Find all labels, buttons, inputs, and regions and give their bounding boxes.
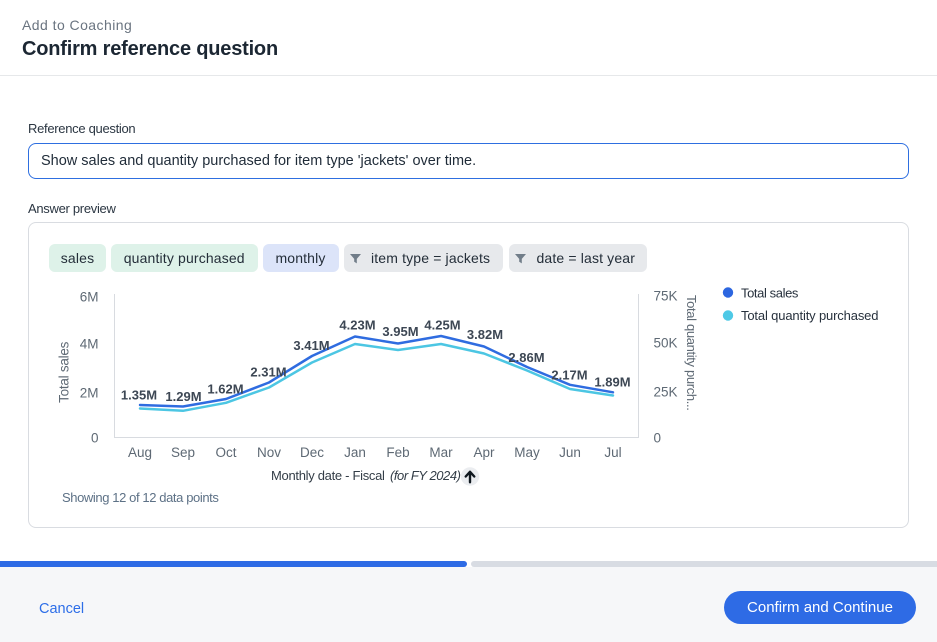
svg-text:1.35M: 1.35M — [121, 388, 157, 403]
svg-text:Sep: Sep — [171, 445, 195, 460]
svg-text:Jan: Jan — [344, 445, 366, 460]
svg-text:6M: 6M — [80, 290, 99, 305]
svg-text:25K: 25K — [654, 384, 678, 399]
svg-text:2.17M: 2.17M — [551, 368, 587, 383]
svg-text:4.23M: 4.23M — [339, 318, 375, 333]
svg-text:May: May — [514, 445, 540, 460]
svg-text:2M: 2M — [80, 385, 99, 400]
svg-text:1.62M: 1.62M — [207, 382, 243, 397]
svg-text:Total quantity purchased: Total quantity purchased — [741, 308, 878, 323]
svg-text:Showing 12 of 12 data points: Showing 12 of 12 data points — [62, 490, 219, 505]
svg-text:3.95M: 3.95M — [382, 324, 418, 339]
svg-text:50K: 50K — [654, 336, 678, 351]
svg-text:(for FY 2024): (for FY 2024) — [390, 468, 461, 483]
svg-text:Aug: Aug — [128, 445, 152, 460]
svg-text:3.41M: 3.41M — [293, 338, 329, 353]
svg-text:Monthly date - Fiscal: Monthly date - Fiscal — [271, 468, 385, 483]
svg-text:3.82M: 3.82M — [467, 327, 503, 342]
svg-text:Mar: Mar — [429, 445, 453, 460]
svg-text:75K: 75K — [654, 289, 678, 304]
svg-text:4.25M: 4.25M — [424, 318, 460, 333]
svg-text:2.86M: 2.86M — [508, 350, 544, 365]
svg-text:Apr: Apr — [473, 445, 495, 460]
svg-text:Jul: Jul — [604, 445, 621, 460]
svg-text:Total sales: Total sales — [741, 286, 799, 301]
svg-text:Dec: Dec — [300, 445, 324, 460]
svg-text:Jun: Jun — [559, 445, 581, 460]
svg-text:4M: 4M — [80, 336, 99, 351]
svg-text:2.31M: 2.31M — [250, 365, 286, 380]
svg-text:0: 0 — [91, 430, 99, 445]
svg-text:0: 0 — [654, 431, 662, 446]
svg-text:Feb: Feb — [386, 445, 409, 460]
svg-text:1.89M: 1.89M — [594, 375, 630, 390]
svg-text:1.29M: 1.29M — [165, 389, 201, 404]
svg-text:Oct: Oct — [215, 445, 236, 460]
svg-text:Total sales: Total sales — [57, 341, 72, 403]
svg-text:Total quantity purch...: Total quantity purch... — [684, 295, 699, 411]
svg-text:Nov: Nov — [257, 445, 281, 460]
